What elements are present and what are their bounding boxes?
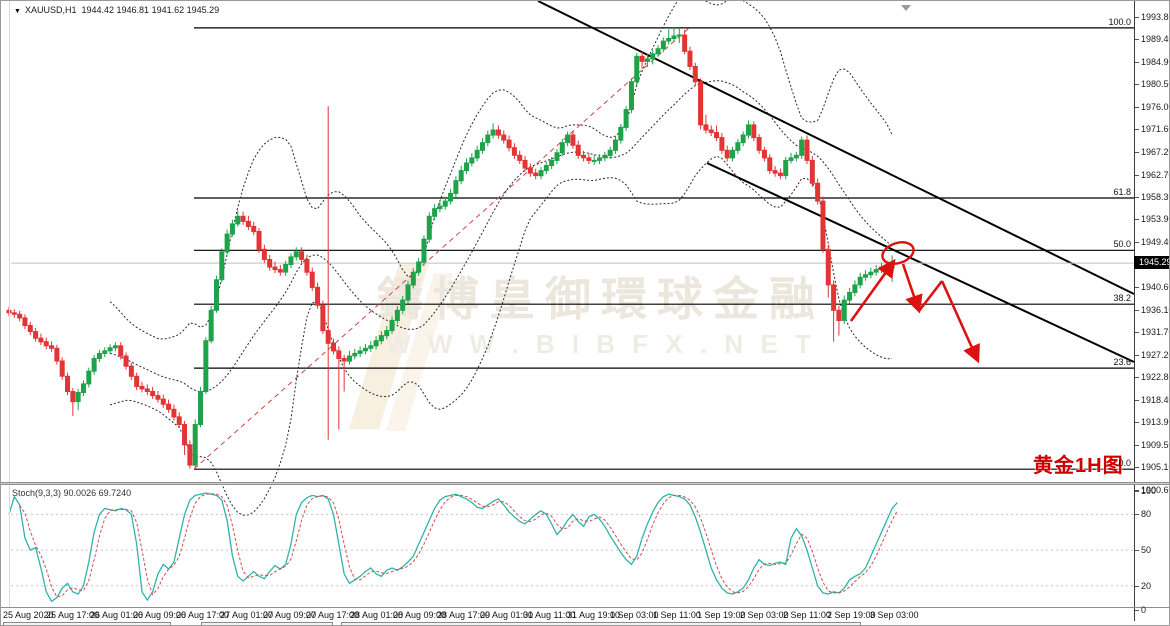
price-tick: 1922.80 — [1135, 372, 1169, 382]
stoch-tick: 100 — [1135, 486, 1169, 496]
gold-1h-annotation: 黄金1H图 — [1033, 455, 1124, 477]
chart-title: ▼ XAUUSD,H1 1944.42 1946.81 1941.62 1945.… — [14, 5, 219, 15]
stoch-tick: 20 — [1135, 581, 1169, 591]
chart-shift-marker — [901, 5, 911, 11]
watermark-site: W W W . B I B F X . N E T — [386, 329, 816, 359]
time-label: 2 Sep 03:00 — [740, 610, 789, 620]
fib-level-label: 0.0 — [1118, 458, 1131, 468]
price-tick: 1967.20 — [1135, 147, 1169, 157]
stoch-tick: 80 — [1135, 509, 1169, 519]
time-label: 3 Sep 03:00 — [870, 610, 919, 620]
stoch-d-value: 69.7240 — [98, 488, 132, 498]
panel-splitter[interactable] — [1, 482, 1169, 485]
chart-tab-2[interactable] — [201, 622, 333, 625]
fib-level-label: 100.0 — [1108, 17, 1131, 27]
chart-tab-1[interactable] — [3, 622, 171, 625]
ascending-trendline-red — [193, 27, 690, 470]
current-price-tag: 1945.29 — [1134, 256, 1169, 269]
time-axis-separator — [1, 607, 1169, 608]
price-tick: 1900.60 — [1135, 485, 1169, 495]
time-label: 31 Aug 19:00 — [567, 610, 621, 620]
stochastic-panel — [8, 492, 1134, 603]
time-label: 29 Aug 01:00 — [480, 610, 534, 620]
time-label: 31 Aug 11:00 — [523, 610, 576, 620]
price-tick: 1993.80 — [1135, 12, 1169, 22]
time-label: 2 Sep 19:00 — [827, 610, 876, 620]
price-tick: 1962.70 — [1135, 170, 1169, 180]
time-label: 28 Aug 09:00 — [393, 610, 447, 620]
price-tick: 1958.30 — [1135, 192, 1169, 202]
time-label: 25 Aug 17:00 — [46, 610, 100, 620]
price-tick: 1953.90 — [1135, 214, 1169, 224]
price-tick: 1980.50 — [1135, 79, 1169, 89]
window-left-bevel — [9, 1, 10, 607]
time-label: 27 Aug 01:00 — [220, 610, 274, 620]
stoch-k-value: 90.0026 — [63, 488, 97, 498]
price-tick: 1913.90 — [1135, 417, 1169, 427]
descending-channel — [537, 1, 1135, 363]
time-label: 2 Sep 11:00 — [783, 610, 831, 620]
stoch-signal-line — [19, 493, 898, 598]
price-tick: 1936.10 — [1135, 305, 1169, 315]
time-label: 25 Aug 2020 — [3, 610, 54, 620]
time-label: 1 Sep 03:00 — [610, 610, 659, 620]
watermark-brand: 鑄博皇御環球金融 — [376, 272, 825, 326]
candles — [6, 26, 895, 469]
time-label: 26 Aug 01:00 — [90, 610, 144, 620]
fib-lines — [194, 27, 1134, 470]
ohlc-open: 1944.42 — [81, 5, 115, 15]
price-tick: 1949.40 — [1135, 237, 1169, 247]
price-tick: 1918.40 — [1135, 395, 1169, 405]
time-label: 28 Aug 17:00 — [437, 610, 491, 620]
stoch-main-line — [8, 492, 898, 603]
time-label: 28 Aug 01:00 — [350, 610, 404, 620]
bollinger-bands — [109, 1, 893, 516]
price-tick: 1976.00 — [1135, 102, 1169, 112]
price-tick: 1984.90 — [1135, 57, 1169, 67]
ohlc-close: 1945.29 — [186, 5, 220, 15]
price-tick: 1927.20 — [1135, 350, 1169, 360]
time-label: 27 Aug 09:00 — [263, 610, 317, 620]
forecast-arrows — [849, 241, 980, 364]
time-label: 26 Aug 09:00 — [133, 610, 187, 620]
price-axis-separator — [1134, 1, 1135, 621]
stoch-indicator-label: Stoch(9,3,3) 90.0026 69.7240 — [12, 488, 132, 498]
symbol-timeframe: XAUUSD,H1 — [24, 5, 77, 15]
time-label: 1 Sep 11:00 — [653, 610, 701, 620]
chart-tab-3[interactable] — [341, 622, 861, 625]
fib-level-label: 38.2 — [1113, 293, 1131, 303]
price-tick: 1971.60 — [1135, 124, 1169, 134]
price-tick: 1905.10 — [1135, 462, 1169, 472]
ohlc-low: 1941.62 — [151, 5, 185, 15]
time-label: 27 Aug 17:00 — [306, 610, 360, 620]
price-tick: 1940.60 — [1135, 282, 1169, 292]
price-tick: 1989.40 — [1135, 34, 1169, 44]
fib-level-label: 23.6 — [1113, 357, 1131, 367]
ohlc-high: 1946.81 — [116, 5, 150, 15]
stoch-tick: 0 — [1135, 605, 1169, 615]
time-label: 1 Sep 19:00 — [697, 610, 746, 620]
price-tick: 1909.50 — [1135, 440, 1169, 450]
price-tick: 1931.70 — [1135, 327, 1169, 337]
fib-level-label: 50.0 — [1113, 239, 1131, 249]
time-label: 26 Aug 17:00 — [176, 610, 230, 620]
chart-menu-icon: ▼ — [14, 8, 21, 15]
fib-level-label: 61.8 — [1113, 187, 1131, 197]
stoch-tick: 50 — [1135, 545, 1169, 555]
